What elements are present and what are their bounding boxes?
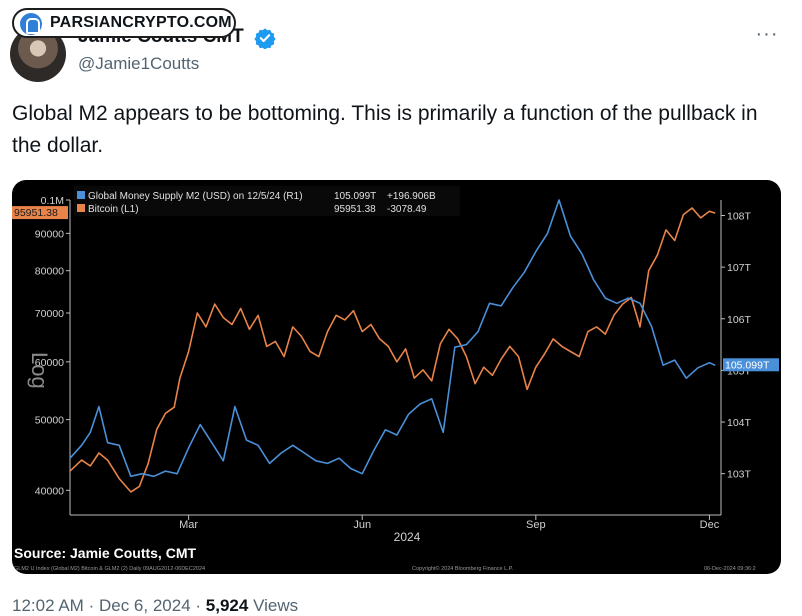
more-options-button[interactable]: ··· (755, 23, 779, 45)
left-tick-label: 90000 (35, 228, 64, 240)
left-tick-label: 0.1M (41, 195, 64, 207)
btc-last-value-text: 95951.38 (14, 207, 58, 219)
chart-source: Source: Jamie Coutts, CMT (14, 545, 196, 561)
legend-box (74, 186, 460, 216)
chart-svg: 0.1M 90000 80000 70000 60000 50000 40000 108T 1… (12, 186, 779, 572)
legend-change-btc: -3078.49 (387, 204, 427, 215)
x-axis-year-label: 2024 (394, 530, 421, 544)
legend-last-m2: 105.099T (334, 191, 376, 202)
tweet-timestamp-row: 12:02 AM · Dec 6, 2024 · 5,924 Views (12, 596, 298, 616)
views-label: Views (253, 596, 299, 615)
chart-footer-left: GLM2 U Index (Global M2) Bitcoin & GLM2 … (14, 566, 205, 572)
verified-badge-icon (254, 28, 276, 49)
btc-last-value-tag: 95951.38 (12, 206, 68, 220)
legend-change-m2: +196.906B (387, 191, 436, 202)
tweet-text: Global M2 appears to be bottoming. This … (12, 102, 758, 157)
views-count: 5,924 (205, 596, 249, 615)
legend-swatch-btc (77, 204, 85, 212)
x-tick-label: Jun (353, 519, 371, 531)
left-axis-ticks: 0.1M 90000 80000 70000 60000 50000 40000 (35, 195, 70, 497)
legend-label-m2: Global Money Supply M2 (USD) on 12/5/24 … (88, 191, 303, 202)
left-tick-label: 40000 (35, 485, 64, 497)
left-tick-label: 80000 (35, 266, 64, 278)
chart-footer-right: 06-Dec-2024 09:36:2 (704, 566, 756, 572)
right-tick-label: 106T (727, 314, 752, 326)
m2-series-line (69, 199, 716, 478)
watermark-logo-icon (20, 13, 42, 35)
x-axis-ticks: Mar Jun Sep Dec (179, 515, 720, 531)
author-handle[interactable]: @Jamie1Coutts (78, 54, 200, 73)
meta-separator: · (88, 596, 95, 615)
chart-image[interactable]: 0.1M 90000 80000 70000 60000 50000 40000 108T 1… (12, 180, 781, 574)
left-axis-scale-label: Log (27, 352, 52, 389)
meta-separator: · (195, 596, 202, 615)
tweet-time[interactable]: 12:02 AM (12, 596, 84, 615)
m2-last-value-tag: 105.099T (723, 358, 779, 372)
m2-last-value-text: 105.099T (725, 359, 770, 371)
right-tick-label: 103T (727, 469, 752, 481)
watermark-banner: PARSIANCRYPTO.COM (12, 8, 236, 38)
left-tick-label: 50000 (35, 415, 64, 427)
x-tick-label: Dec (700, 519, 720, 531)
x-tick-label: Mar (179, 519, 198, 531)
watermark-text: PARSIANCRYPTO.COM (50, 14, 232, 31)
legend-label-btc: Bitcoin (L1) (88, 204, 139, 215)
legend-swatch-m2 (77, 191, 85, 199)
left-tick-label: 60000 (35, 357, 64, 369)
right-tick-label: 104T (727, 417, 752, 429)
bitcoin-series-line (69, 207, 716, 493)
right-tick-label: 108T (727, 210, 752, 222)
chart-footer-copyright: Copyright© 2024 Bloomberg Finance L.P. (412, 565, 514, 572)
x-tick-label: Sep (526, 519, 546, 531)
tweet-date[interactable]: Dec 6, 2024 (98, 596, 191, 615)
left-tick-label: 70000 (35, 308, 64, 320)
right-tick-label: 107T (727, 262, 752, 274)
legend-last-btc: 95951.38 (334, 204, 376, 215)
series-layer (69, 199, 716, 493)
